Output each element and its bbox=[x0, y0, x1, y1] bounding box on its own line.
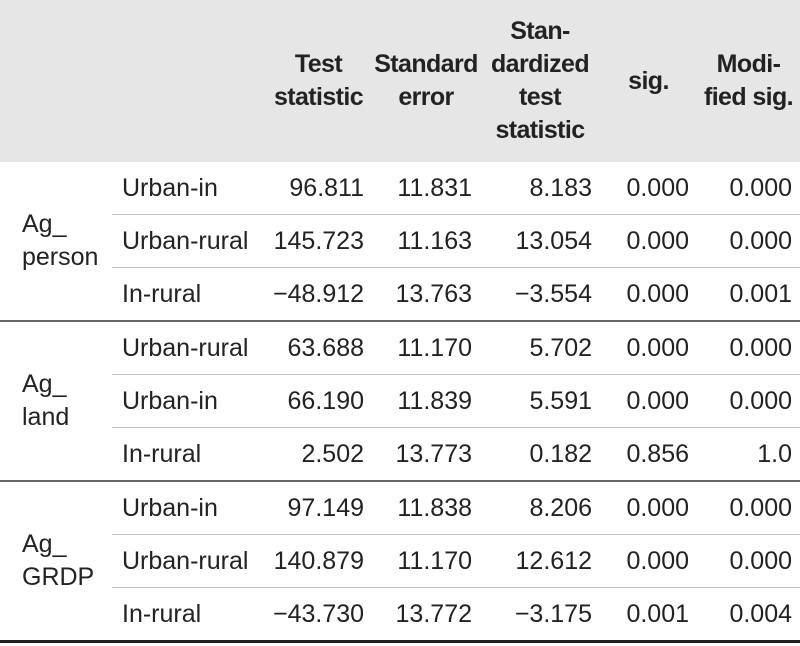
value-cell: 0.000 bbox=[600, 162, 697, 215]
header-cell: sig. bbox=[600, 0, 697, 162]
value-cell: −3.554 bbox=[480, 267, 600, 322]
table-row: Urban-in 66.190 11.839 5.591 0.000 0.000 bbox=[0, 374, 800, 428]
group-label-line: land bbox=[22, 403, 70, 431]
value-cell: 145.723 bbox=[265, 214, 372, 268]
group-label: Ag_person bbox=[0, 162, 112, 322]
value-cell: 0.000 bbox=[600, 374, 697, 428]
comparison: Urban-in bbox=[112, 481, 265, 535]
comparison: Urban-in bbox=[112, 162, 265, 215]
header-text: Test bbox=[294, 50, 343, 78]
header-cell: Test statistic bbox=[265, 0, 372, 162]
comparison: Urban-in bbox=[112, 374, 265, 428]
value-cell: 0.856 bbox=[600, 427, 697, 482]
value-cell: 0.004 bbox=[697, 587, 800, 643]
comparison: Urban-rural bbox=[112, 214, 265, 268]
value-cell: 13.763 bbox=[372, 267, 480, 322]
value-cell: 12.612 bbox=[480, 534, 600, 588]
header-text: Stan- bbox=[510, 17, 570, 45]
header-text: fied sig. bbox=[703, 83, 794, 111]
value-cell: 8.183 bbox=[480, 162, 600, 215]
value-cell: 0.000 bbox=[697, 481, 800, 535]
table-row: Ag_ person Urban-in 96.811 11.831 8.183 0.000 0… bbox=[0, 162, 800, 322]
header-text: statistic bbox=[495, 116, 585, 144]
header-text: dardized bbox=[491, 50, 590, 78]
value-cell: 0.000 bbox=[600, 267, 697, 322]
value-cell: 97.149 bbox=[265, 481, 372, 535]
header-text: Modi- bbox=[716, 50, 781, 78]
group-label: Ag_land bbox=[0, 321, 112, 482]
header-text: sig. bbox=[628, 66, 669, 95]
header-cell: Modi-fied sig. bbox=[697, 0, 800, 162]
table-row: In-rural −43.730 13.772 −3.175 0.001 0.004 bbox=[0, 587, 800, 643]
value-cell: 0.001 bbox=[697, 267, 800, 322]
value-cell: 2.502 bbox=[265, 427, 372, 482]
value-cell: 0.000 bbox=[600, 481, 697, 535]
value-cell: 0.000 bbox=[600, 534, 697, 588]
table-row: In-rural 2.502 13.773 0.182 0.856 1.0 bbox=[0, 427, 800, 482]
table-row: In-rural −48.912 13.763 −3.554 0.000 0.001 bbox=[0, 267, 800, 322]
value-cell: 11.839 bbox=[372, 374, 480, 428]
header-text: statistic bbox=[273, 83, 364, 111]
comparison: In-rural bbox=[112, 267, 265, 322]
header-cell bbox=[112, 0, 265, 162]
header-text: Standard bbox=[374, 50, 478, 78]
comparison: Urban-rural bbox=[112, 321, 265, 375]
group-label-line: GRDP bbox=[22, 563, 95, 591]
value-cell: 13.773 bbox=[372, 427, 480, 482]
value-cell: 1.0 bbox=[697, 427, 800, 482]
value-cell: 0.000 bbox=[697, 534, 800, 588]
value-cell: 0.182 bbox=[480, 427, 600, 482]
comparison: Urban-rural bbox=[112, 534, 265, 588]
table-body: Ag_ person Urban-in 96.811 11.831 8.183 0.000 0… bbox=[0, 162, 800, 643]
value-cell: 11.170 bbox=[372, 534, 480, 588]
header-cell bbox=[0, 0, 112, 162]
value-cell: 96.811 bbox=[265, 162, 372, 215]
comparison: In-rural bbox=[112, 587, 265, 643]
table-row: Urban-rural 140.879 11.170 12.612 0.000 0.000 bbox=[0, 534, 800, 588]
value-cell: 0.001 bbox=[600, 587, 697, 643]
value-cell: 140.879 bbox=[265, 534, 372, 588]
value-cell: 5.591 bbox=[480, 374, 600, 428]
table-row: Urban-rural 145.723 11.163 13.054 0.000 0.000 bbox=[0, 214, 800, 268]
value-cell: 13.772 bbox=[372, 587, 480, 643]
header-text: test bbox=[518, 83, 562, 111]
value-cell: 0.000 bbox=[600, 214, 697, 268]
value-cell: 0.000 bbox=[697, 374, 800, 428]
group-label-line: Ag_ bbox=[22, 370, 67, 398]
value-cell: −3.175 bbox=[480, 587, 600, 643]
value-cell: 11.838 bbox=[372, 481, 480, 535]
value-cell: 0.000 bbox=[697, 321, 800, 375]
group-label-line: person bbox=[22, 243, 99, 271]
header-row: Test statistic Standard error Stan-dardized t… bbox=[0, 0, 800, 162]
comparison: In-rural bbox=[112, 427, 265, 482]
value-cell: 0.000 bbox=[697, 162, 800, 215]
value-cell: 0.000 bbox=[600, 321, 697, 375]
value-cell: 13.054 bbox=[480, 214, 600, 268]
value-cell: 0.000 bbox=[697, 214, 800, 268]
group-label: Ag_ GRDP bbox=[0, 481, 112, 643]
value-cell: −43.730 bbox=[265, 587, 372, 643]
table-row: Ag_ land Urban-rural 63.688 11.170 5.702 0.000… bbox=[0, 321, 800, 482]
group-label-line: Ag_ bbox=[22, 210, 67, 238]
table-row: Ag_ GRDP Urban-in 97.149 11.838 8.206 0.000 0.0… bbox=[0, 481, 800, 643]
value-cell: 66.190 bbox=[265, 374, 372, 428]
value-cell: 63.688 bbox=[265, 321, 372, 375]
value-cell: 5.702 bbox=[480, 321, 600, 375]
header-text: error bbox=[398, 83, 454, 111]
header-cell: Stan-dardized test statistic bbox=[480, 0, 600, 162]
value-cell: 11.170 bbox=[372, 321, 480, 375]
group-label-line: Ag_ bbox=[22, 530, 67, 558]
value-cell: 11.831 bbox=[372, 162, 480, 215]
value-cell: 11.163 bbox=[372, 214, 480, 268]
value-cell: 8.206 bbox=[480, 481, 600, 535]
header-cell: Standard error bbox=[372, 0, 480, 162]
value-cell: −48.912 bbox=[265, 267, 372, 322]
